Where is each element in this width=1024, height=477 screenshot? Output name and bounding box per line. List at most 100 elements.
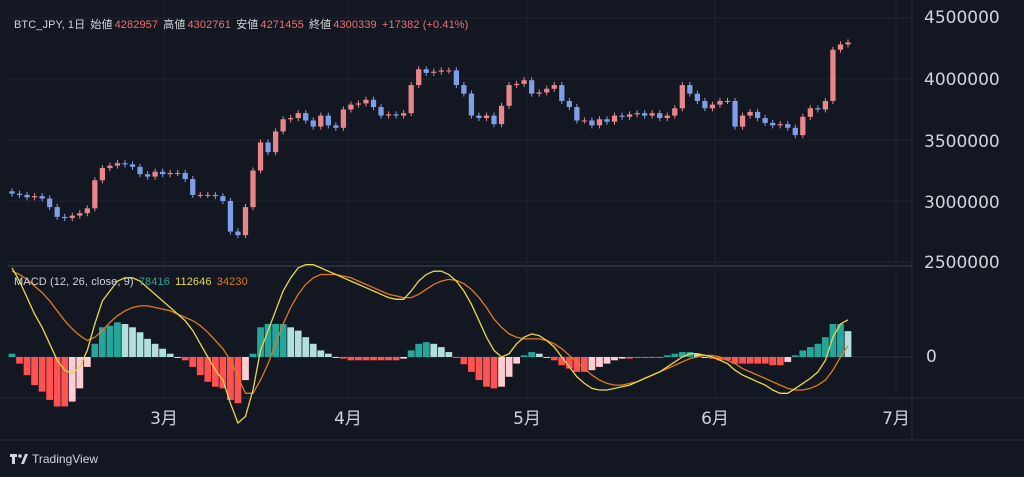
macd-histogram-bar	[505, 357, 513, 377]
candle-body	[483, 115, 490, 119]
candle-body	[800, 116, 806, 136]
candle-body	[762, 118, 768, 123]
candle-body	[39, 196, 45, 199]
macd-histogram-bar	[528, 352, 536, 357]
candle-body	[702, 100, 708, 109]
candle-body	[574, 107, 580, 121]
candle-body	[175, 172, 181, 174]
candle-body	[634, 113, 640, 115]
macd-histogram-bar	[603, 357, 611, 364]
candle-body	[672, 108, 678, 116]
macd-histogram-bar	[724, 357, 731, 361]
macd-histogram-bar	[144, 338, 151, 357]
high-value: 4302761	[187, 19, 231, 31]
candle-body	[114, 163, 121, 166]
macd-histogram-bar	[588, 357, 596, 371]
candle-body	[664, 115, 670, 119]
macd-histogram-bar	[799, 350, 807, 357]
macd-histogram-bar	[844, 331, 852, 357]
candle-body	[393, 114, 399, 116]
macd-histogram-bar	[317, 350, 325, 357]
macd-histogram-bar	[498, 357, 505, 387]
candle-body	[438, 70, 444, 72]
macd-histogram-bar	[129, 327, 136, 357]
candle-body	[521, 80, 527, 84]
macd-histogram-bar	[483, 357, 490, 387]
candle-body	[107, 165, 113, 169]
macd-histogram-bar	[8, 353, 16, 357]
macd-histogram-bar	[166, 353, 174, 357]
candle-body	[9, 191, 15, 194]
candle-body	[16, 193, 23, 195]
candle-body	[837, 44, 844, 50]
candle-body	[24, 194, 30, 198]
candle-body	[529, 80, 535, 94]
macd-histogram-bar	[445, 352, 453, 357]
candle-body	[807, 108, 813, 117]
candle-body	[250, 170, 256, 208]
candle-body	[355, 103, 362, 105]
candle-body	[709, 104, 716, 109]
open-label: 始値	[90, 19, 113, 31]
macd-label: MACD (12, 26, close, 9)	[14, 276, 134, 288]
macd-histogram-bar	[392, 357, 400, 361]
candle-body	[152, 171, 158, 177]
candle-body	[408, 85, 414, 114]
macd-histogram-bar	[174, 357, 182, 358]
candle-body	[830, 49, 836, 101]
macd-histogram-bar	[106, 325, 114, 357]
macd-tick-zero: 0	[926, 347, 937, 367]
candle-body	[754, 111, 761, 119]
candle-body	[272, 131, 279, 153]
macd-histogram-bar	[324, 353, 332, 357]
macd-histogram-bar	[784, 357, 792, 362]
macd-line-value: 112646	[175, 276, 212, 288]
candle-body	[84, 208, 90, 214]
macd-histogram-bar	[287, 327, 295, 357]
macd-legend: MACD (12, 26, close, 9) 78416 112646 342…	[14, 276, 250, 288]
macd-histogram-bar	[686, 352, 694, 357]
candle-body	[566, 100, 572, 108]
tradingview-logo-icon	[10, 454, 28, 464]
macd-histogram-bar	[332, 357, 340, 358]
macd-histogram-bar	[814, 343, 822, 357]
macd-histogram-bar	[46, 357, 54, 400]
macd-histogram-bar	[468, 357, 475, 372]
macd-histogram-bar	[377, 357, 385, 361]
close-label: 終値	[309, 19, 332, 31]
candle-body	[822, 100, 829, 110]
macd-histogram-bar	[339, 357, 347, 359]
candle-body	[536, 92, 542, 94]
candle-body	[235, 231, 241, 236]
macd-histogram-bar	[23, 357, 31, 376]
price-legend: BTC_JPY, 1日 始値 4282957 高値 4302761 安値 427145…	[14, 16, 470, 32]
macd-histogram-bar	[294, 330, 302, 357]
candle-body	[649, 113, 655, 116]
candle-body	[54, 207, 60, 217]
candle-body	[182, 172, 188, 180]
macd-histogram-bar	[422, 342, 430, 357]
macd-histogram-bar	[513, 357, 521, 364]
candle-body	[581, 120, 588, 122]
macd-histogram-bar	[121, 324, 129, 357]
candle-body	[348, 104, 354, 110]
candle-body	[815, 108, 821, 110]
macd-histogram-bar	[701, 357, 709, 358]
macd-histogram-bar	[739, 357, 746, 364]
tradingview-brand[interactable]: TradingView	[10, 452, 98, 466]
macd-histogram-bar	[196, 357, 204, 376]
candle-body	[770, 122, 776, 126]
macd-histogram-bar	[543, 357, 551, 358]
candle-body	[288, 118, 294, 120]
macd-histogram-bar	[355, 357, 362, 361]
macd-histogram-bar	[242, 357, 249, 381]
macd-histogram-bar	[581, 357, 588, 372]
price-tick-3500000: 3500000	[924, 132, 1000, 152]
macd-histogram-bar	[400, 357, 408, 359]
candle-body	[446, 70, 452, 72]
macd-histogram-bar	[264, 324, 272, 357]
macd-histogram-bar	[249, 353, 257, 357]
candle-body	[559, 85, 565, 101]
